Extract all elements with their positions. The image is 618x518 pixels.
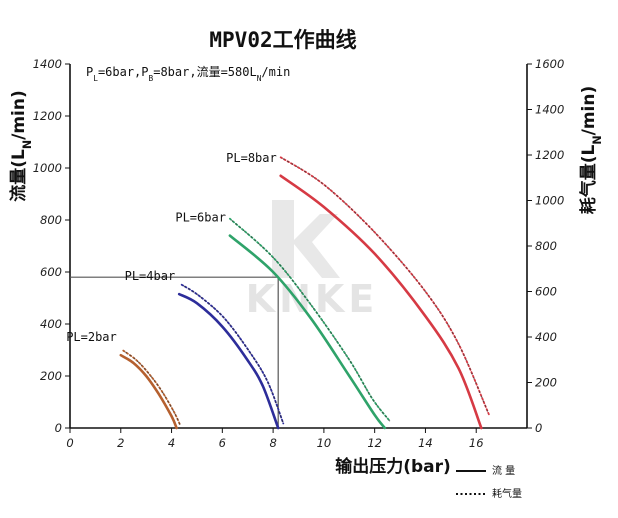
flow-line <box>279 174 483 430</box>
watermark: KNKE <box>246 200 379 321</box>
y-left-tick-label: 0 <box>55 421 62 435</box>
series-pl-8bar: PL=8bar <box>226 151 490 430</box>
y-left-tick-label: 200 <box>40 369 62 383</box>
watermark-text: KNKE <box>246 277 379 321</box>
x-tick-label: 8 <box>269 436 276 450</box>
flow-line <box>177 292 280 430</box>
annotation-text: PL=6bar,PB=8bar,流量=580LN/min <box>86 65 290 83</box>
series-label: PL=6bar <box>175 211 226 225</box>
x-axis-label: 输出压力(bar) <box>335 456 451 477</box>
y-right-tick-label: 1000 <box>535 194 564 208</box>
consumption-line-dots <box>122 350 181 427</box>
consumption-line <box>180 283 285 425</box>
series-pl-6bar: PL=6bar <box>175 211 391 430</box>
y-left-tick-label: 1400 <box>33 57 62 71</box>
x-tick-label: 14 <box>418 436 433 450</box>
x-tick-label: 2 <box>117 436 124 450</box>
x-tick-label: 4 <box>168 436 175 450</box>
x-tick-label: 6 <box>219 436 226 450</box>
consumption-line-dots <box>181 284 284 424</box>
series-pl-2bar: PL=2bar <box>66 330 182 430</box>
x-tick-label: 16 <box>469 436 484 450</box>
consumption-line <box>279 156 490 416</box>
x-tick-label: 0 <box>66 436 73 450</box>
y-axis-left-label: 流量(LN/min) <box>8 90 34 201</box>
series-group: PL=2bar PL=4bar PL=6bar PL=8bar <box>66 151 490 430</box>
y-left-tick-label: 1000 <box>33 161 62 175</box>
axes: 0 2 4 6 8 10 12 14 16 0 200 400 600 800 1000 1200 1400 0 2… <box>33 57 565 450</box>
legend-solid-label: 流 量 <box>492 464 515 477</box>
series-label: PL=2bar <box>66 330 117 344</box>
consumption-line-dots <box>229 218 391 422</box>
y-axis-right-label: 耗气量(LN/min) <box>578 86 604 214</box>
y-left-tick-label: 600 <box>40 265 62 279</box>
series-pl-4bar: PL=4bar <box>125 269 285 430</box>
y-right-tick-label: 600 <box>535 285 557 299</box>
y-left-tick-label: 800 <box>40 213 62 227</box>
series-label: PL=4bar <box>125 269 176 283</box>
y-right-tick-label: 200 <box>535 376 557 390</box>
y-right-tick-label: 800 <box>535 239 557 253</box>
y-left-tick-label: 400 <box>40 317 62 331</box>
flow-line <box>119 353 178 430</box>
x-tick-label: 12 <box>367 436 382 450</box>
watermark-logo <box>272 200 340 278</box>
y-right-tick-label: 1200 <box>535 148 564 162</box>
y-left-tick-label: 1200 <box>33 109 62 123</box>
y-right-tick-label: 1600 <box>535 57 564 71</box>
legend: 流 量 耗气量 <box>456 464 522 500</box>
watermark-logo-mark <box>272 200 340 278</box>
series-label: PL=8bar <box>226 151 277 165</box>
legend-dotted-label: 耗气量 <box>492 487 522 500</box>
y-right-tick-label: 0 <box>535 421 542 435</box>
y-right-tick-label: 400 <box>535 330 557 344</box>
y-right-tick-label: 1400 <box>535 103 564 117</box>
reference-lines <box>70 276 279 428</box>
x-tick-label: 10 <box>317 436 332 450</box>
flow-line <box>228 234 387 430</box>
chart-title: MPV02工作曲线 <box>209 28 356 52</box>
